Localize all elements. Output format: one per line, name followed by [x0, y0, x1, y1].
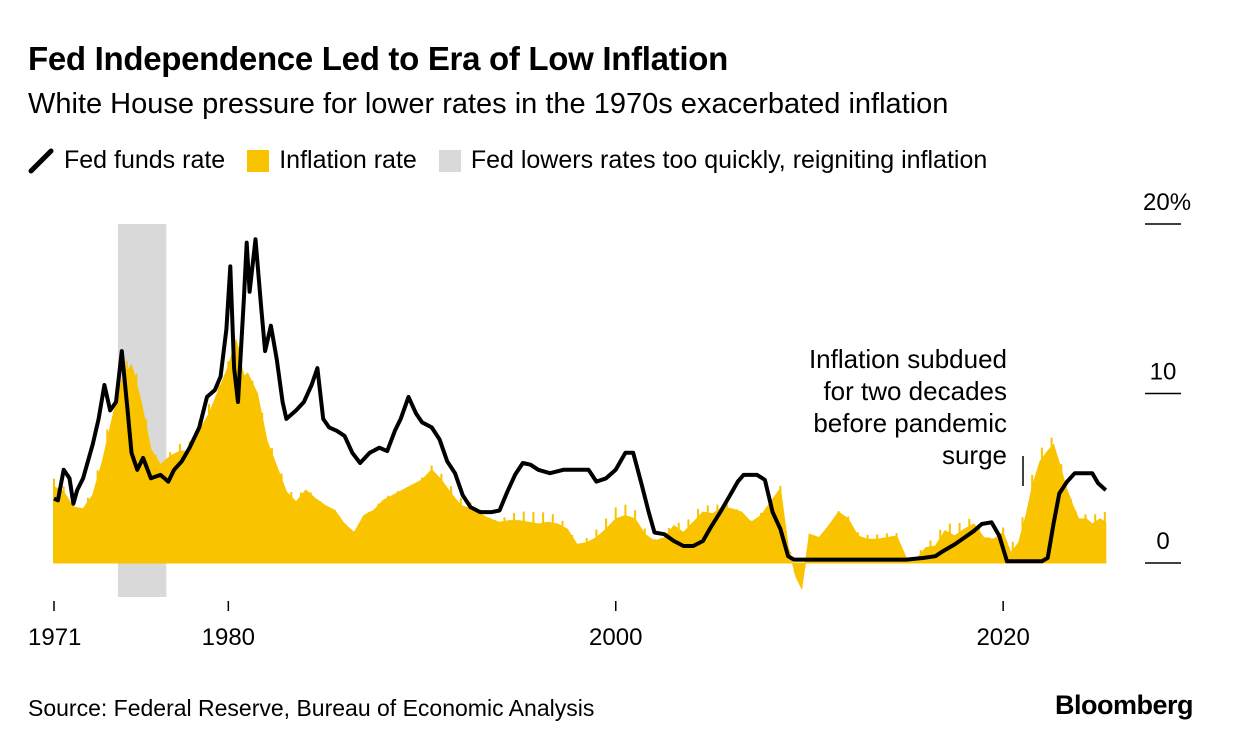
x-tick-label: 1980: [202, 624, 255, 651]
y-axis: 20% 10 0: [1143, 189, 1191, 564]
line-swatch-icon: [28, 148, 54, 173]
y-tick-label: 0: [1156, 528, 1169, 555]
chart-title: Fed Independence Led to Era of Low Infla…: [28, 40, 728, 77]
chart-subtitle: White House pressure for lower rates in …: [28, 88, 949, 120]
source-note: Source: Federal Reserve, Bureau of Econo…: [28, 695, 595, 721]
x-tick-label: 1971: [28, 624, 81, 651]
inflation-swatch-icon: [247, 149, 270, 172]
legend-item-shade: Fed lowers rates too quickly, reigniting…: [438, 146, 988, 175]
x-tick-label: 2000: [589, 624, 642, 651]
brand-logo: Bloomberg: [1054, 690, 1194, 720]
annotation-line-1: Inflation subdued: [809, 344, 1007, 374]
annotation-line-2: for two decades: [823, 376, 1007, 406]
shade-swatch-icon: [438, 149, 461, 172]
y-tick-label: 20%: [1143, 189, 1191, 216]
x-tick-label: 2020: [976, 624, 1029, 651]
y-tick-label: 10: [1150, 359, 1177, 386]
legend-label-inflation: Inflation rate: [279, 146, 417, 174]
legend-label-fed-funds: Fed funds rate: [64, 146, 226, 174]
fed-funds-line: [53, 237, 1108, 564]
legend-item-inflation: Inflation rate: [247, 146, 417, 175]
annotation-line-4: surge: [942, 440, 1007, 470]
annotation: Inflation subdued for two decades before…: [809, 344, 1024, 486]
legend: Fed funds rate Inflation rate Fed lowers…: [28, 146, 1009, 175]
legend-item-fed-funds: Fed funds rate: [28, 146, 225, 175]
x-axis: 1971 1980 2000 2020: [28, 601, 1030, 651]
legend-label-shade: Fed lowers rates too quickly, reigniting…: [470, 146, 988, 174]
annotation-line-3: before pandemic: [813, 408, 1007, 438]
